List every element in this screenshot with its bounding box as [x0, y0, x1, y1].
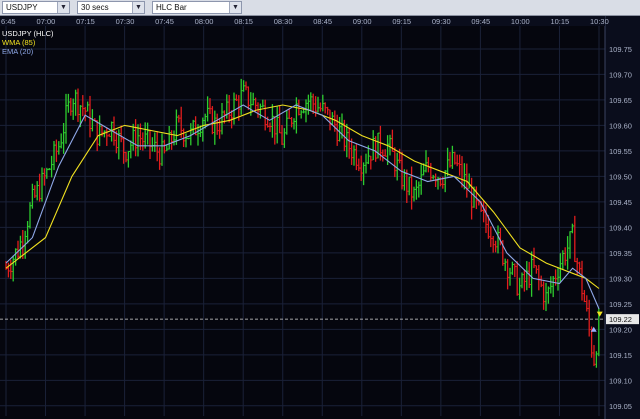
ema-line	[5, 104, 600, 310]
chart-toolbar: USDJPY ▼ 30 secs ▼ HLC Bar ▼	[0, 0, 640, 16]
hlc-bars	[5, 78, 601, 368]
time-tick-label: 10:30	[590, 17, 609, 26]
time-tick-label: 08:00	[195, 17, 214, 26]
time-tick-label: 07:15	[76, 17, 95, 26]
price-chart[interactable]: 109.75 109.70 109.65 109.60 109.55 109.50 109.…	[0, 16, 640, 419]
time-tick-label: 6:45	[1, 17, 16, 26]
current-price-label: 109.22	[609, 315, 632, 324]
time-tick-label: 09:45	[471, 17, 490, 26]
price-tick-label: 109.10	[609, 376, 632, 385]
time-tick-label: 10:00	[511, 17, 530, 26]
price-axis-background	[605, 16, 640, 419]
chart-style-dropdown[interactable]: HLC Bar ▼	[152, 1, 242, 14]
time-axis-background	[0, 16, 605, 26]
current-price-tag	[606, 314, 639, 325]
symbol-dropdown[interactable]: USDJPY ▼	[2, 1, 70, 14]
price-tick-label: 109.70	[609, 70, 632, 79]
price-tick-label: 109.50	[609, 172, 632, 181]
price-tick-label: 109.45	[609, 198, 632, 207]
time-tick-label: 07:45	[155, 17, 174, 26]
chevron-down-icon[interactable]: ▼	[229, 2, 241, 13]
time-tick-label: 07:30	[116, 17, 135, 26]
legend-entry: EMA (20)	[2, 47, 34, 56]
chart-background	[0, 16, 640, 419]
legend-entry: USDJPY (HLC)	[2, 29, 54, 38]
time-axis: 6:45 07:00 07:15 07:30 07:45 08:00 08:15 08:30 0…	[0, 16, 609, 26]
grid	[0, 26, 605, 416]
price-tick-label: 109.60	[609, 121, 632, 130]
interval-value: 30 secs	[81, 3, 109, 12]
sell-arrow-icon	[596, 311, 603, 317]
price-tick-label: 109.20	[609, 325, 632, 334]
price-tick-label: 109.25	[609, 300, 632, 309]
time-tick-label: 08:15	[234, 17, 253, 26]
price-tick-label: 109.30	[609, 274, 632, 283]
ema-series-line	[5, 104, 600, 310]
time-tick-label: 10:15	[550, 17, 569, 26]
price-tick-label: 109.65	[609, 96, 632, 105]
time-tick-label: 08:30	[274, 17, 293, 26]
legend-entry: WMA (85)	[2, 38, 36, 47]
chevron-down-icon[interactable]: ▼	[57, 2, 69, 13]
time-tick-label: 09:15	[392, 17, 411, 26]
buy-arrow-icon	[590, 326, 597, 332]
time-tick-label: 08:45	[313, 17, 332, 26]
chart-style-value: HLC Bar	[156, 3, 187, 12]
chevron-down-icon[interactable]: ▼	[132, 2, 144, 13]
time-tick-label: 09:00	[353, 17, 372, 26]
price-tick-label: 109.55	[609, 147, 632, 156]
interval-dropdown[interactable]: 30 secs ▼	[77, 1, 145, 14]
time-tick-label: 09:30	[432, 17, 451, 26]
chart-legend: USDJPY (HLC)WMA (85)EMA (20)	[2, 29, 54, 56]
price-axis: 109.75 109.70 109.65 109.60 109.55 109.50 109.…	[604, 16, 640, 419]
current-price-marker: 109.22	[0, 311, 639, 332]
price-tick-label: 109.40	[609, 223, 632, 232]
time-tick-label: 07:00	[37, 17, 56, 26]
symbol-value: USDJPY	[6, 3, 38, 12]
price-tick-label: 109.35	[609, 249, 632, 258]
price-tick-label: 109.15	[609, 351, 632, 360]
price-tick-label: 109.75	[609, 45, 632, 54]
price-tick-label: 109.05	[609, 402, 632, 411]
